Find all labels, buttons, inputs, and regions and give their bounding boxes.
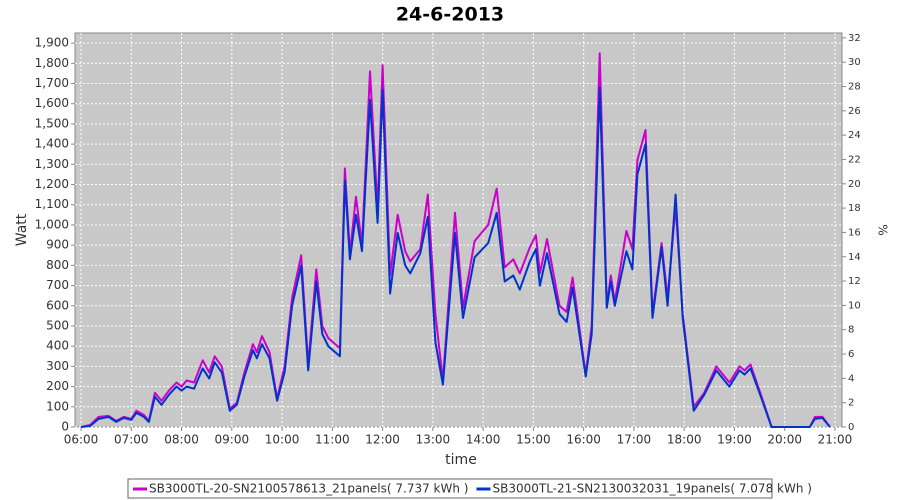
- x-tick-label: 17:00: [617, 433, 652, 447]
- y2-tick-label: 26: [848, 106, 861, 117]
- y2-tick-label: 2: [848, 398, 854, 409]
- x-tick-label: 06:00: [64, 433, 99, 447]
- y2-tick-label: 14: [848, 252, 861, 263]
- y2-tick-label: 32: [848, 33, 861, 44]
- y2-axis-title: %: [876, 224, 890, 235]
- x-tick-label: 19:00: [717, 433, 752, 447]
- y2-tick-label: 6: [848, 349, 854, 360]
- y2-tick-label: 4: [848, 373, 854, 384]
- y2-tick-label: 8: [848, 325, 854, 336]
- y-tick-label: 1,500: [35, 116, 69, 130]
- y-tick-label: 1,600: [35, 96, 69, 110]
- y-tick-label: 1,800: [35, 56, 69, 70]
- y-tick-label: 800: [46, 258, 69, 272]
- y-tick-label: 1,100: [35, 197, 69, 211]
- y-tick-label: 1,300: [35, 157, 69, 171]
- x-tick-label: 11:00: [315, 433, 350, 447]
- y2-tick-label: 0: [848, 422, 854, 433]
- series-line: [80, 86, 831, 428]
- y2-tick-label: 28: [848, 82, 861, 93]
- x-tick-label: 09:00: [215, 433, 250, 447]
- y-tick-label: 400: [46, 339, 69, 353]
- x-tick-label: 07:00: [114, 433, 149, 447]
- x-tick-label: 13:00: [416, 433, 451, 447]
- x-axis-title: time: [445, 452, 477, 468]
- x-tick-label: 21:00: [818, 433, 853, 447]
- y2-tick-label: 10: [848, 300, 861, 311]
- y-axis-title: Watt: [14, 213, 30, 246]
- y2-tick-label: 20: [848, 179, 861, 190]
- plot-area: [74, 32, 843, 428]
- y2-tick-label: 30: [848, 57, 861, 68]
- y-tick-label: 700: [46, 278, 69, 292]
- x-tick-label: 20:00: [767, 433, 802, 447]
- y2-tick-label: 24: [848, 130, 861, 141]
- y-tick-label: 500: [46, 318, 69, 332]
- y-tick-label: 600: [46, 298, 69, 312]
- y-tick-label: 1,400: [35, 137, 69, 151]
- legend-box: [127, 478, 773, 499]
- legend-label: SB3000TL-21-SN2130032031_19panels( 7.078…: [492, 482, 811, 496]
- x-tick-label: 12:00: [365, 433, 400, 447]
- chart-title: 24-6-2013: [396, 4, 504, 26]
- x-tick-label: 15:00: [516, 433, 551, 447]
- y-tick-label: 1,700: [35, 76, 69, 90]
- x-tick-label: 18:00: [667, 433, 702, 447]
- y-tick-label: 200: [46, 379, 69, 393]
- y-tick-label: 1,000: [35, 217, 69, 231]
- y-tick-label: 100: [46, 399, 69, 413]
- legend-label: SB3000TL-20-SN2100578613_21panels( 7.737…: [149, 482, 468, 496]
- y-tick-label: 1,900: [35, 36, 69, 50]
- x-tick-label: 08:00: [164, 433, 199, 447]
- y2-tick-label: 16: [848, 227, 861, 238]
- x-tick-label: 14:00: [466, 433, 501, 447]
- y-tick-label: 900: [46, 238, 69, 252]
- y-tick-label: 1,200: [35, 177, 69, 191]
- y-tick-label: 0: [61, 420, 69, 434]
- y2-tick-label: 12: [848, 276, 861, 287]
- y2-tick-label: 18: [848, 203, 861, 214]
- y2-tick-label: 22: [848, 154, 861, 165]
- y-tick-label: 300: [46, 359, 69, 373]
- x-tick-label: 10:00: [265, 433, 300, 447]
- x-tick-label: 16:00: [566, 433, 601, 447]
